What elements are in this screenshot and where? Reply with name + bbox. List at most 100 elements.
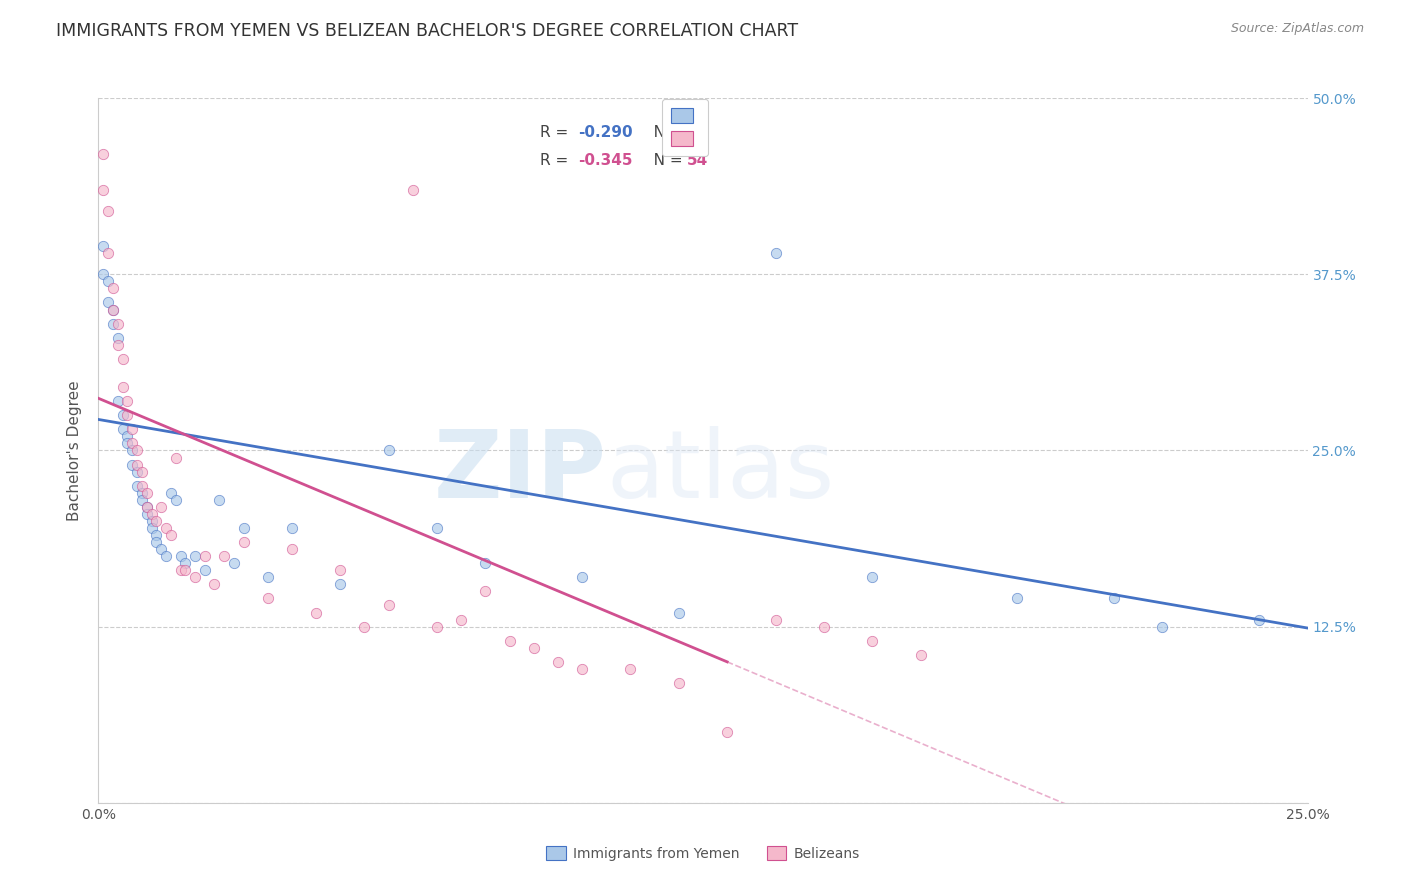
Point — [377, 443, 399, 458]
Point — [101, 281, 124, 295]
Point — [160, 485, 183, 500]
Point — [135, 507, 157, 521]
Point — [571, 662, 593, 676]
Point — [174, 556, 197, 570]
Point — [141, 514, 163, 528]
Point — [1152, 619, 1174, 633]
Point — [121, 458, 143, 472]
Point — [131, 485, 153, 500]
Point — [107, 317, 129, 331]
Text: R =: R = — [540, 153, 572, 168]
Point — [1249, 613, 1271, 627]
Point — [208, 492, 231, 507]
Point — [184, 549, 207, 564]
Point — [329, 577, 352, 591]
Point — [117, 436, 139, 450]
Point — [150, 542, 173, 557]
Point — [474, 584, 496, 599]
Point — [135, 485, 157, 500]
Text: atlas: atlas — [606, 425, 835, 517]
Point — [135, 500, 157, 514]
Point — [111, 351, 134, 366]
Legend: Immigrants from Yemen, Belizeans: Immigrants from Yemen, Belizeans — [541, 841, 865, 866]
Point — [91, 268, 114, 282]
Point — [377, 599, 399, 613]
Point — [232, 521, 254, 535]
Point — [150, 500, 173, 514]
Point — [127, 465, 149, 479]
Point — [135, 500, 157, 514]
Point — [498, 633, 520, 648]
Point — [91, 147, 114, 161]
Point — [91, 183, 114, 197]
Point — [111, 408, 134, 422]
Point — [571, 570, 593, 584]
Point — [668, 606, 690, 620]
Point — [165, 492, 187, 507]
Point — [107, 338, 129, 352]
Point — [281, 521, 304, 535]
Point — [131, 492, 153, 507]
Point — [523, 640, 546, 655]
Point — [450, 613, 472, 627]
Point — [145, 528, 167, 542]
Point — [765, 246, 787, 260]
Point — [145, 514, 167, 528]
Point — [281, 542, 304, 557]
Point — [1102, 591, 1125, 606]
Point — [117, 429, 139, 443]
Point — [474, 556, 496, 570]
Point — [141, 507, 163, 521]
Point — [101, 302, 124, 317]
Point — [353, 619, 375, 633]
Point — [765, 613, 787, 627]
Point — [97, 246, 120, 260]
Text: -0.290: -0.290 — [578, 125, 633, 140]
Point — [107, 331, 129, 345]
Text: 54: 54 — [688, 153, 709, 168]
Point — [160, 528, 183, 542]
Point — [547, 655, 569, 669]
Text: -0.345: -0.345 — [578, 153, 633, 168]
Point — [101, 302, 124, 317]
Point — [1007, 591, 1029, 606]
Point — [184, 570, 207, 584]
Point — [91, 239, 114, 253]
Point — [121, 436, 143, 450]
Point — [305, 606, 328, 620]
Text: IMMIGRANTS FROM YEMEN VS BELIZEAN BACHELOR'S DEGREE CORRELATION CHART: IMMIGRANTS FROM YEMEN VS BELIZEAN BACHEL… — [56, 22, 799, 40]
Point — [668, 676, 690, 690]
Point — [127, 443, 149, 458]
Point — [111, 380, 134, 394]
Point — [222, 556, 245, 570]
Point — [127, 478, 149, 492]
Point — [169, 563, 191, 577]
Point — [426, 619, 449, 633]
Point — [174, 563, 197, 577]
Point — [212, 549, 235, 564]
Point — [204, 577, 226, 591]
Point — [813, 619, 835, 633]
Point — [860, 633, 883, 648]
Text: N =: N = — [638, 153, 688, 168]
Point — [165, 450, 187, 465]
Point — [194, 549, 217, 564]
Point — [107, 394, 129, 409]
Point — [117, 394, 139, 409]
Point — [111, 422, 134, 436]
Point — [121, 443, 143, 458]
Point — [97, 203, 120, 218]
Text: ZIP: ZIP — [433, 425, 606, 517]
Point — [426, 521, 449, 535]
Point — [121, 422, 143, 436]
Point — [716, 725, 738, 739]
Point — [131, 465, 153, 479]
Point — [145, 535, 167, 549]
Text: Source: ZipAtlas.com: Source: ZipAtlas.com — [1230, 22, 1364, 36]
Point — [155, 521, 177, 535]
Y-axis label: Bachelor's Degree: Bachelor's Degree — [67, 380, 83, 521]
Point — [619, 662, 641, 676]
Point — [101, 317, 124, 331]
Point — [256, 570, 278, 584]
Text: 49: 49 — [688, 125, 709, 140]
